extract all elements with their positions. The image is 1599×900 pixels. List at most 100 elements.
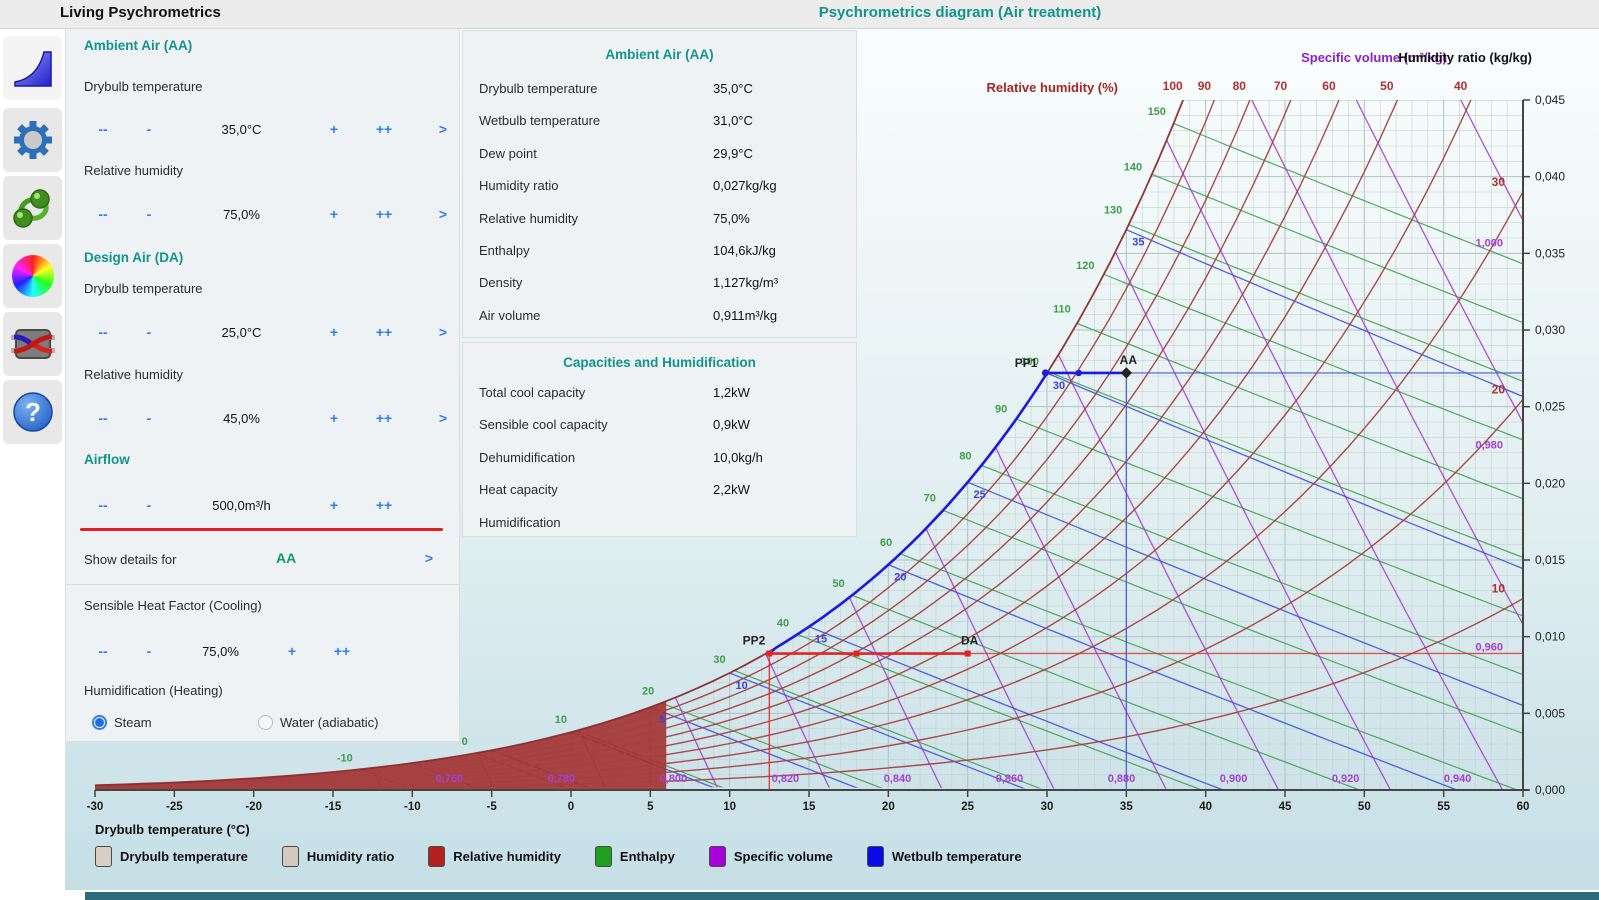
shf-value[interactable]: 75,0% [202, 643, 239, 659]
svg-text:Relative humidity (%): Relative humidity (%) [987, 80, 1118, 95]
svg-text:0,980: 0,980 [1475, 440, 1503, 452]
increment-button[interactable]: + [329, 206, 339, 222]
decrement-fast-button[interactable]: -- [98, 206, 108, 222]
decrement-button[interactable]: - [146, 643, 152, 659]
increment-fast-button[interactable]: ++ [375, 410, 393, 426]
svg-text:40: 40 [1454, 79, 1468, 93]
radio-unselected-icon [258, 715, 273, 730]
shf-title: Sensible Heat Factor (Cooling) [84, 598, 262, 613]
svg-text:0,800: 0,800 [660, 773, 688, 785]
decrement-button[interactable]: - [146, 121, 152, 137]
increment-button[interactable]: + [329, 121, 339, 137]
svg-text:0,040: 0,040 [1535, 170, 1565, 184]
svg-text:PP2: PP2 [743, 634, 766, 648]
radio-water[interactable]: Water (adiabatic) [258, 714, 379, 732]
svg-text:55: 55 [1437, 801, 1450, 813]
legend-item: Humidity ratio [281, 846, 394, 867]
legend-item: Wetbulb temperature [866, 846, 1022, 867]
decrement-fast-button[interactable]: -- [98, 324, 108, 340]
diagram-title: Psychrometrics diagram (Air treatment) [818, 4, 1102, 21]
increment-button[interactable]: + [287, 643, 297, 659]
legend-item: Drybulb temperature [95, 846, 248, 867]
svg-text:0,860: 0,860 [996, 773, 1024, 785]
increment-fast-button[interactable]: ++ [375, 121, 393, 137]
apply-button[interactable]: > [438, 410, 447, 426]
show-details-value[interactable]: AA [276, 550, 297, 566]
svg-text:0,820: 0,820 [772, 773, 800, 785]
svg-text:-10: -10 [337, 752, 353, 764]
sidebar-item-help[interactable]: ? [3, 380, 62, 444]
svg-text:0,025: 0,025 [1535, 400, 1565, 414]
detail-value: 29,9°C [713, 145, 753, 161]
svg-text:60: 60 [1322, 79, 1336, 93]
stepper-row-shf: -- - 75,0% + ++ [80, 640, 369, 662]
radio-water-label: Water (adiabatic) [280, 715, 379, 730]
stepper-row-da-rh: -- - 45,0% + ++ > [80, 407, 447, 429]
svg-text:25: 25 [961, 801, 974, 813]
legend-label: Relative humidity [453, 849, 561, 864]
sidebar-item-colors[interactable] [3, 244, 62, 308]
increment-fast-button[interactable]: ++ [375, 497, 393, 513]
svg-text:-25: -25 [166, 801, 183, 813]
svg-text:0: 0 [568, 801, 574, 813]
svg-text:15: 15 [803, 801, 816, 813]
decrement-fast-button[interactable]: -- [98, 410, 108, 426]
decrement-fast-button[interactable]: -- [98, 643, 108, 659]
psychrometric-chart-icon [13, 51, 52, 87]
svg-text:130: 130 [1104, 204, 1122, 216]
decrement-button[interactable]: - [146, 206, 152, 222]
legend-swatch [281, 846, 299, 867]
decrement-button[interactable]: - [146, 324, 152, 340]
radio-steam-label: Steam [114, 715, 152, 730]
sidebar-item-settings[interactable] [3, 108, 62, 172]
sidebar-item-processes[interactable] [3, 176, 62, 240]
legend-swatch [708, 846, 726, 867]
svg-text:0,760: 0,760 [436, 773, 464, 785]
legend-item: Specific volume [708, 846, 833, 867]
da-rh-value[interactable]: 45,0% [223, 410, 260, 426]
svg-text:20: 20 [1492, 382, 1506, 396]
increment-button[interactable]: + [329, 324, 339, 340]
svg-text:20: 20 [894, 572, 906, 584]
increment-button[interactable]: + [329, 410, 339, 426]
field-label-da-drybulb: Drybulb temperature [84, 281, 203, 296]
decrement-button[interactable]: - [146, 410, 152, 426]
da-drybulb-value[interactable]: 25,0°C [221, 324, 262, 340]
airflow-value[interactable]: 500,0m³/h [212, 497, 271, 513]
toolbar-sidebar: ? [0, 28, 65, 893]
apply-button[interactable]: > [438, 206, 447, 222]
apply-button[interactable]: > [438, 324, 447, 340]
increment-fast-button[interactable]: ++ [375, 206, 393, 222]
increment-fast-button[interactable]: ++ [375, 324, 393, 340]
legend-item: Enthalpy [594, 846, 675, 867]
svg-text:90: 90 [1198, 79, 1212, 93]
increment-button[interactable]: + [329, 497, 339, 513]
section-title-design-air: Design Air (DA) [84, 250, 184, 265]
detail-label: Relative humidity [479, 210, 578, 226]
aa-drybulb-value[interactable]: 35,0°C [221, 121, 262, 137]
legend-label: Wetbulb temperature [891, 849, 1022, 864]
capacities-title: Capacities and Humidification [563, 355, 756, 370]
radio-steam[interactable]: Steam [92, 714, 152, 732]
apply-button[interactable]: > [438, 121, 447, 137]
detail-value: 0,027kg/kg [713, 178, 777, 194]
decrement-fast-button[interactable]: -- [98, 121, 108, 137]
sidebar-item-chart[interactable] [3, 36, 62, 100]
svg-text:40: 40 [777, 618, 789, 630]
svg-text:-5: -5 [487, 801, 498, 813]
sidebar-item-heat-exchanger[interactable] [3, 312, 62, 376]
increment-fast-button[interactable]: ++ [333, 643, 351, 659]
svg-text:10: 10 [736, 680, 748, 692]
radio-selected-icon [92, 715, 107, 730]
svg-text:DA: DA [961, 634, 979, 648]
svg-text:0,780: 0,780 [548, 773, 576, 785]
svg-text:?: ? [25, 397, 41, 427]
svg-text:Drybulb temperature (°C): Drybulb temperature (°C) [95, 822, 250, 837]
show-details-arrow[interactable]: > [424, 550, 433, 566]
decrement-button[interactable]: - [146, 497, 152, 513]
detail-value: 1,2kW [713, 385, 750, 400]
svg-text:0,960: 0,960 [1475, 642, 1503, 654]
svg-text:35: 35 [1132, 237, 1144, 249]
decrement-fast-button[interactable]: -- [98, 497, 108, 513]
aa-rh-value[interactable]: 75,0% [223, 206, 260, 222]
